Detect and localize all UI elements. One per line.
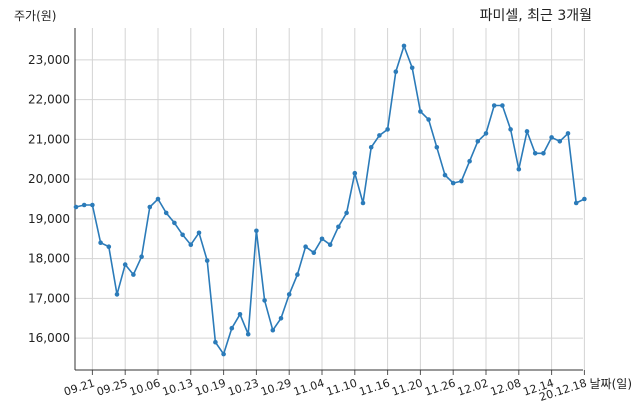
data-point	[524, 129, 530, 134]
x-tick-label: 09.21	[62, 376, 96, 398]
data-point	[254, 228, 259, 234]
data-point	[418, 109, 423, 114]
data-point	[426, 117, 431, 122]
data-point	[147, 204, 153, 210]
data-point	[286, 292, 292, 297]
y-tick-label: 17,000	[28, 291, 70, 305]
data-point	[278, 316, 284, 321]
data-point	[237, 312, 243, 317]
data-point	[98, 240, 103, 245]
y-axis-title: 주가(원)	[14, 9, 56, 23]
data-point	[221, 351, 226, 357]
data-point	[573, 200, 579, 206]
data-point	[295, 272, 300, 277]
data-point	[500, 103, 505, 108]
data-point	[385, 127, 390, 132]
data-point	[508, 127, 513, 132]
y-tick-label: 22,000	[28, 93, 70, 107]
data-point	[196, 230, 202, 236]
data-point	[172, 220, 177, 226]
data-point	[475, 139, 481, 144]
price-series-points	[73, 43, 587, 357]
x-tick-label: 11.20	[390, 376, 424, 398]
data-point	[73, 204, 79, 210]
data-point	[393, 69, 399, 74]
x-tick-label: 12.02	[456, 376, 490, 398]
data-point	[81, 202, 87, 208]
data-point	[541, 151, 546, 156]
data-point	[549, 135, 554, 140]
data-point	[131, 272, 136, 277]
data-point	[163, 210, 169, 216]
data-point	[229, 325, 235, 331]
data-point	[360, 200, 366, 206]
data-point	[122, 262, 128, 267]
data-point	[409, 65, 415, 71]
grid-lines	[75, 28, 585, 370]
data-point	[319, 236, 325, 242]
data-point	[213, 339, 218, 345]
data-point	[245, 331, 251, 337]
data-point	[180, 232, 185, 238]
x-tick-label: 12.08	[489, 376, 523, 398]
data-point	[491, 103, 497, 108]
x-tick-label: 10.19	[194, 376, 228, 398]
y-tick-label: 21,000	[28, 132, 70, 146]
y-axis: 16,000 17,000 18,000 19,000 20,000 21,000 22,0…	[28, 28, 76, 370]
data-point	[155, 196, 161, 202]
x-tick-label: 09.25	[95, 376, 129, 398]
data-point	[106, 244, 112, 249]
chart-title: 파미셀, 최근 3개월	[480, 8, 592, 24]
data-point	[336, 224, 341, 230]
data-point	[311, 250, 317, 255]
y-tick-label: 23,000	[28, 53, 70, 67]
y-tick-label: 16,000	[28, 331, 70, 345]
data-point	[467, 158, 472, 164]
data-point	[377, 133, 382, 138]
data-point	[327, 242, 333, 247]
x-tick-label: 11.04	[292, 376, 326, 398]
data-point	[368, 145, 374, 150]
price-series-line	[75, 43, 585, 356]
x-axis: 09.2109.2510.0610.1310.1910.2310.2911.04…	[62, 369, 588, 404]
data-point	[188, 242, 194, 247]
data-point	[565, 131, 571, 136]
data-point	[303, 244, 308, 249]
x-tick-label: 11.10	[325, 376, 359, 398]
data-point	[483, 131, 489, 136]
data-point	[532, 151, 538, 156]
x-tick-label: 11.26	[423, 376, 457, 398]
y-tick-label: 18,000	[28, 252, 70, 266]
x-tick-label: 10.06	[128, 376, 162, 398]
data-point	[114, 292, 120, 297]
data-point	[434, 145, 440, 150]
data-point	[516, 166, 522, 172]
data-point	[204, 258, 210, 263]
x-tick-label: 10.29	[259, 376, 293, 398]
data-point	[90, 202, 95, 208]
data-point	[352, 170, 358, 176]
x-tick-label: 10.13	[161, 376, 195, 398]
y-tick-label: 19,000	[28, 212, 70, 226]
data-point	[262, 298, 267, 303]
data-point	[270, 327, 276, 333]
data-point	[139, 254, 144, 259]
data-point	[459, 178, 464, 184]
data-point	[557, 139, 563, 144]
data-point	[450, 180, 456, 186]
data-point	[442, 172, 448, 178]
y-tick-label: 20,000	[28, 172, 70, 186]
data-point	[582, 196, 587, 202]
x-tick-label: 10.23	[226, 376, 260, 398]
data-point	[344, 210, 349, 216]
data-point	[401, 43, 407, 49]
x-tick-label: 11.16	[358, 376, 392, 398]
x-axis-title: 날짜(일)	[590, 377, 632, 391]
